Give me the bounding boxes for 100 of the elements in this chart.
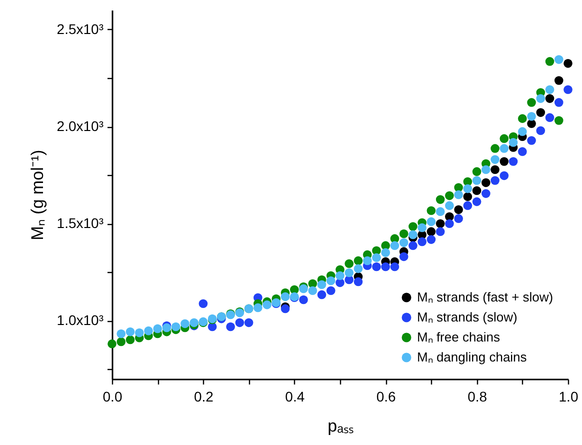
point	[226, 322, 235, 332]
y-tick-label: 2.0x10³	[56, 118, 104, 134]
point	[554, 98, 564, 107]
point	[390, 241, 400, 250]
point	[490, 176, 500, 185]
point	[518, 127, 527, 136]
point	[336, 271, 344, 280]
point	[418, 237, 426, 246]
point	[445, 219, 454, 228]
point	[463, 192, 472, 202]
point	[482, 189, 490, 198]
point	[436, 207, 445, 216]
point	[482, 165, 490, 174]
point	[344, 259, 354, 268]
point	[362, 256, 372, 266]
point	[490, 144, 500, 153]
point	[408, 222, 418, 231]
point	[317, 280, 326, 290]
point	[426, 206, 436, 216]
point	[308, 286, 318, 296]
point	[500, 134, 509, 143]
point	[554, 116, 564, 125]
point	[472, 186, 482, 196]
point	[490, 155, 500, 164]
point	[198, 299, 208, 308]
point	[554, 76, 564, 85]
point	[144, 326, 153, 336]
point	[344, 268, 354, 278]
point	[454, 214, 463, 223]
point	[399, 252, 408, 262]
point	[426, 227, 436, 236]
x-tick-label: 0.8	[468, 388, 488, 404]
point	[235, 318, 244, 328]
point	[426, 235, 436, 244]
point	[436, 195, 445, 204]
point	[463, 201, 472, 210]
point	[500, 144, 509, 153]
point	[454, 190, 463, 200]
point	[436, 219, 445, 228]
point	[418, 223, 426, 232]
point	[545, 57, 554, 66]
point	[299, 295, 308, 304]
point	[482, 178, 490, 188]
point	[116, 329, 126, 338]
point	[354, 256, 363, 266]
point	[536, 126, 546, 136]
point	[262, 300, 272, 310]
point	[472, 197, 482, 206]
point	[372, 253, 381, 262]
point	[500, 157, 509, 166]
x-tick-label: 0.6	[376, 388, 396, 404]
point	[326, 276, 336, 286]
x-tick-label: 1.0	[558, 388, 578, 404]
point	[564, 85, 572, 94]
legend-label: Mₙ strands (fast + slow)	[417, 290, 554, 304]
point	[408, 230, 418, 240]
point	[527, 136, 536, 145]
legend-label: Mₙ free chains	[417, 330, 501, 344]
point	[445, 201, 454, 210]
point	[381, 262, 390, 272]
point	[508, 157, 518, 166]
point	[536, 94, 546, 103]
point	[545, 94, 554, 103]
y-tick-label: 1.5x10³	[56, 215, 104, 232]
point	[426, 217, 436, 226]
point	[508, 138, 518, 147]
y-tick-label: 1.0x10³	[56, 312, 104, 328]
legend-label: Mₙ dangling chains	[417, 350, 528, 364]
point	[436, 227, 445, 236]
point	[490, 165, 500, 174]
point	[408, 241, 418, 250]
point	[527, 112, 536, 121]
y-tick-label: 2.5x10³	[56, 20, 104, 37]
point	[399, 238, 408, 248]
x-tick-label: 0.2	[194, 388, 214, 404]
point	[317, 290, 326, 300]
point	[500, 171, 509, 180]
point	[564, 59, 572, 68]
point	[180, 319, 190, 328]
point	[554, 55, 564, 64]
point	[454, 183, 463, 192]
legend-label: Mₙ strands (slow)	[417, 310, 518, 324]
x-axis-title: pₐₛₛ	[328, 416, 354, 436]
point	[472, 176, 482, 185]
point	[326, 286, 336, 296]
point	[244, 318, 254, 328]
x-tick-label: 0.4	[285, 388, 305, 404]
point	[108, 339, 116, 348]
point	[153, 324, 162, 334]
point	[527, 98, 536, 107]
y-axis-title: Mₙ (g mol⁻¹)	[28, 150, 47, 240]
point	[545, 85, 554, 94]
point	[354, 277, 363, 286]
point	[372, 262, 381, 272]
point	[399, 229, 408, 238]
point	[126, 327, 135, 336]
point	[518, 114, 527, 123]
x-tick-label: 0.0	[102, 388, 122, 404]
point	[254, 303, 262, 312]
point	[518, 147, 527, 156]
